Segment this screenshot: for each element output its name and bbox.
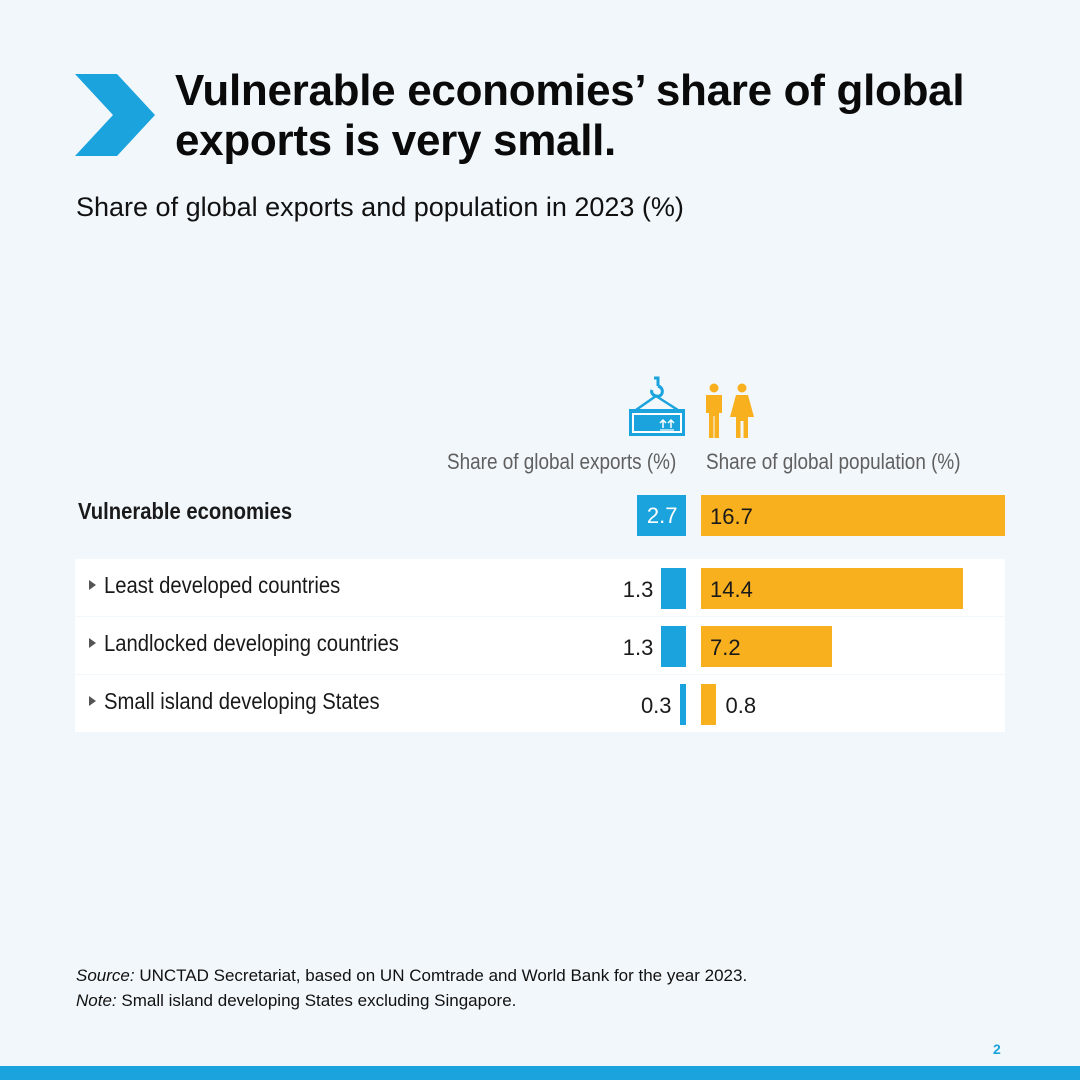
page-number: 2 [993,1041,1001,1057]
expand-triangle-icon [89,580,96,590]
value-label-population: 0.8 [725,693,757,718]
bar-exports [661,568,686,609]
row-label: Landlocked developing countries [104,630,399,656]
note-label: Note: [76,991,117,1010]
page-title: Vulnerable economies’ share of global ex… [175,66,965,165]
bar-population [701,568,964,609]
row-background [75,675,1005,732]
source-text: UNCTAD Secretariat, based on UN Comtrade… [134,966,748,985]
expand-triangle-icon [89,638,96,648]
bar-exports [679,684,686,725]
value-label-exports: 1.3 [622,577,654,602]
value-label-population: 16.7 [710,504,753,529]
people-icon [706,383,754,438]
shipping-container-icon [629,376,685,436]
value-label-population: 14.4 [710,577,753,602]
bar-exports [661,626,686,667]
row-label: Least developed countries [104,572,341,598]
chevron-logo-icon [75,74,155,156]
note: Note: Small island developing States exc… [76,991,516,1011]
source-note: Source: UNCTAD Secretariat, based on UN … [76,966,747,986]
bar-population [701,495,1005,536]
expand-triangle-icon [89,696,96,706]
source-label: Source: [76,966,135,985]
value-label-population: 7.2 [710,635,741,660]
chart-subtitle: Share of global exports and population i… [76,192,684,222]
bar-population [701,684,716,725]
note-text: Small island developing States excluding… [116,991,517,1010]
value-label-exports: 1.3 [622,635,654,660]
value-label-exports: 0.3 [640,693,672,718]
bottom-accent-bar [0,1066,1080,1080]
column-header-population: Share of global population (%) [706,449,961,474]
row-background [75,617,1005,674]
row-label: Vulnerable economies [78,498,293,524]
row-label: Small island developing States [104,688,380,714]
column-header-exports: Share of global exports (%) [447,449,677,474]
value-label-exports: 2.7 [646,503,678,528]
bar-population [701,626,833,667]
bar-exports [636,495,686,536]
